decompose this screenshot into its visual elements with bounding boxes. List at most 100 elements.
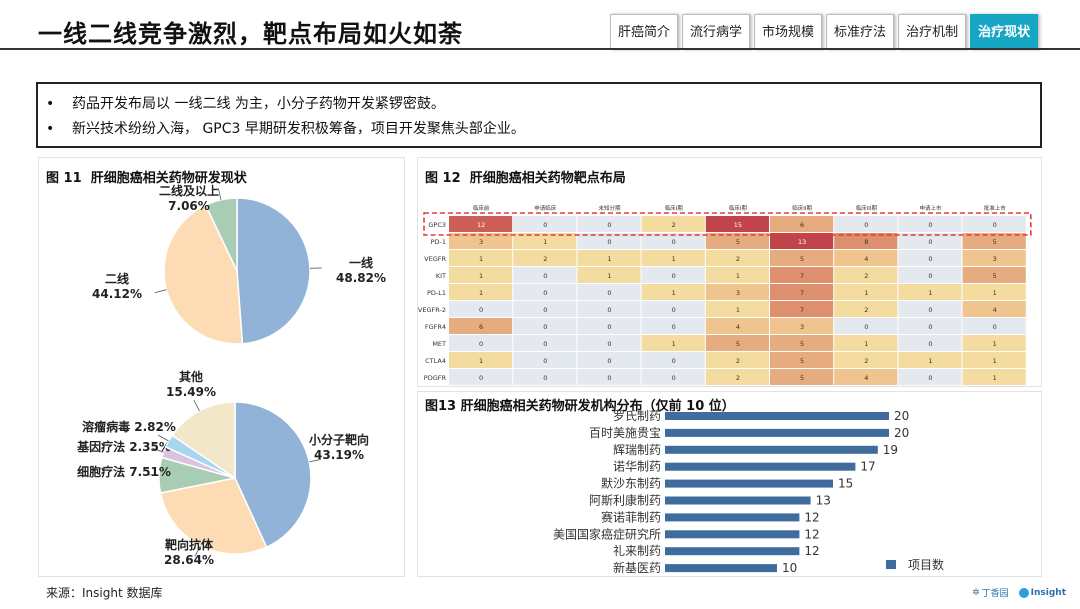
pie-label: 小分子靶向 — [309, 432, 369, 447]
section-tabs: 肝癌简介 流行病学 市场规模 标准疗法 治疗机制 治疗现状 — [610, 14, 1039, 50]
heatmap-cell-value: 0 — [928, 255, 932, 263]
bar — [665, 445, 878, 454]
page-title: 一线二线竞争激烈，靶点布局如火如荼 — [38, 20, 463, 48]
pie-percent: 7.06% — [168, 199, 210, 213]
heatmap-cell — [577, 250, 641, 266]
tab-standard-therapy[interactable]: 标准疗法 — [826, 14, 895, 50]
heatmap-cell-value: 0 — [928, 221, 932, 229]
heatmap-cell-value: 0 — [928, 340, 932, 348]
heatmap-cell-value: 8 — [864, 238, 868, 246]
heatmap-cell — [834, 233, 898, 249]
summary-bullet: • 新兴技术纷纷入海， GPC3 早期研发积极筹备，项目开发聚焦头部企业。 — [46, 117, 1040, 142]
heatmap-column-label: 临床前 — [473, 204, 490, 212]
summary-box: • 药品开发布局以 一线二线 为主，小分子药物开发紧锣密鼓。 • 新兴技术纷纷入海，… — [36, 82, 1042, 148]
heatmap-cell-value: 0 — [607, 306, 611, 314]
heatmap-cell-value: 1 — [479, 272, 483, 280]
heatmap-cell — [770, 335, 834, 351]
heatmap-cell-value: 0 — [672, 238, 676, 246]
heatmap-cell — [577, 216, 641, 232]
heatmap-cell-value: 1 — [928, 357, 932, 365]
heatmap-cell-value: 0 — [864, 221, 868, 229]
heatmap-cell — [641, 233, 705, 249]
dxy-logo-text: 丁香园 — [981, 589, 1009, 599]
heatmap-cell — [513, 267, 577, 283]
heatmap-cell — [577, 335, 641, 351]
bar-value-label: 10 — [782, 561, 797, 575]
heatmap-cell-value: 1 — [672, 289, 676, 297]
tab-treatment-mechanism[interactable]: 治疗机制 — [898, 14, 967, 50]
pie-leader-line — [194, 545, 201, 557]
pie-leader-line — [217, 187, 222, 200]
heatmap-cell — [962, 250, 1026, 266]
heatmap-cell-value: 7 — [800, 289, 804, 297]
heatmap-cell — [898, 318, 962, 334]
heatmap-cell — [577, 284, 641, 300]
bar-value-label: 20 — [894, 426, 909, 440]
pie-label: 溶瘤病毒 2.82% — [82, 419, 176, 434]
heatmap-column-label: 申请临床 — [534, 204, 557, 212]
pie-percent: 28.64% — [164, 553, 214, 567]
heatmap-cell-value: 3 — [736, 289, 740, 297]
figure-13-title-text: 肝细胞癌相关药物研发机构分布（仅前 10 位） — [460, 399, 735, 414]
tab-liver-cancer-intro[interactable]: 肝癌简介 — [610, 14, 679, 50]
heatmap-cell-value: 0 — [993, 323, 997, 331]
heatmap-cell — [513, 335, 577, 351]
heatmap-cell — [834, 352, 898, 368]
heatmap-cell — [770, 352, 834, 368]
heatmap-cell — [834, 335, 898, 351]
heatmap-cell-value: 0 — [479, 306, 483, 314]
heatmap-cell — [834, 284, 898, 300]
pie-label: 细胞疗法 7.51% — [77, 464, 171, 479]
tab-epidemiology[interactable]: 流行病学 — [682, 14, 751, 50]
bar-value-label: 12 — [804, 527, 819, 541]
heatmap-cell-value: 1 — [479, 255, 483, 263]
bar-category-label: 默沙东制药 — [601, 476, 661, 491]
heatmap-cell-value: 2 — [864, 272, 868, 280]
pie-slice — [236, 197, 311, 345]
bar — [665, 547, 800, 556]
bar — [665, 564, 777, 573]
heatmap-cell — [705, 250, 769, 266]
heatmap-row-label: PD-L1 — [427, 289, 446, 297]
pie-slice — [159, 477, 268, 555]
heatmap-row-label: PDGFR — [424, 374, 447, 382]
heatmap-cell-value: 1 — [543, 238, 547, 246]
heatmap-highlight-box — [423, 212, 1032, 236]
heatmap-cell-value: 1 — [672, 340, 676, 348]
heatmap-cell-value: 0 — [928, 374, 932, 382]
heatmap-cell-value: 4 — [736, 323, 740, 331]
heatmap-cell-value: 0 — [607, 374, 611, 382]
heatmap-cell-value: 2 — [543, 255, 547, 263]
heatmap-cell — [770, 233, 834, 249]
heatmap-column-label: 申请上市 — [919, 204, 942, 212]
pie-slice — [171, 401, 236, 480]
heatmap-row-label: GPC3 — [428, 221, 446, 229]
figure-13-number: 图13 — [425, 399, 457, 414]
heatmap-cell-value: 0 — [672, 374, 676, 382]
heatmap-cell-value: 2 — [736, 357, 740, 365]
heatmap-cell — [962, 335, 1026, 351]
heatmap-cell — [770, 318, 834, 334]
heatmap-cell — [834, 216, 898, 232]
tab-treatment-status[interactable]: 治疗现状 — [970, 14, 1039, 50]
heatmap-cell — [641, 284, 705, 300]
tab-market-size[interactable]: 市场规模 — [754, 14, 823, 50]
heatmap-cell — [641, 335, 705, 351]
heatmap-cell-value: 0 — [928, 323, 932, 331]
heatmap-cell — [898, 267, 962, 283]
pie-percent: 43.19% — [314, 448, 364, 462]
bar — [665, 479, 833, 488]
heatmap-cell-value: 0 — [672, 357, 676, 365]
heatmap-cell-value: 2 — [672, 221, 676, 229]
heatmap-cell — [577, 318, 641, 334]
heatmap-cell-value: 7 — [800, 272, 804, 280]
bar-value-label: 20 — [894, 409, 909, 423]
heatmap-cell-value: 4 — [993, 306, 997, 314]
heatmap-cell-value: 0 — [672, 323, 676, 331]
heatmap-cell — [513, 369, 577, 385]
heatmap-row-label: FGFR4 — [425, 323, 446, 331]
heatmap-cell-value: 0 — [928, 272, 932, 280]
heatmap-cell — [898, 250, 962, 266]
heatmap-row-label: CTLA4 — [425, 357, 446, 365]
heatmap-cell-value: 0 — [543, 374, 547, 382]
